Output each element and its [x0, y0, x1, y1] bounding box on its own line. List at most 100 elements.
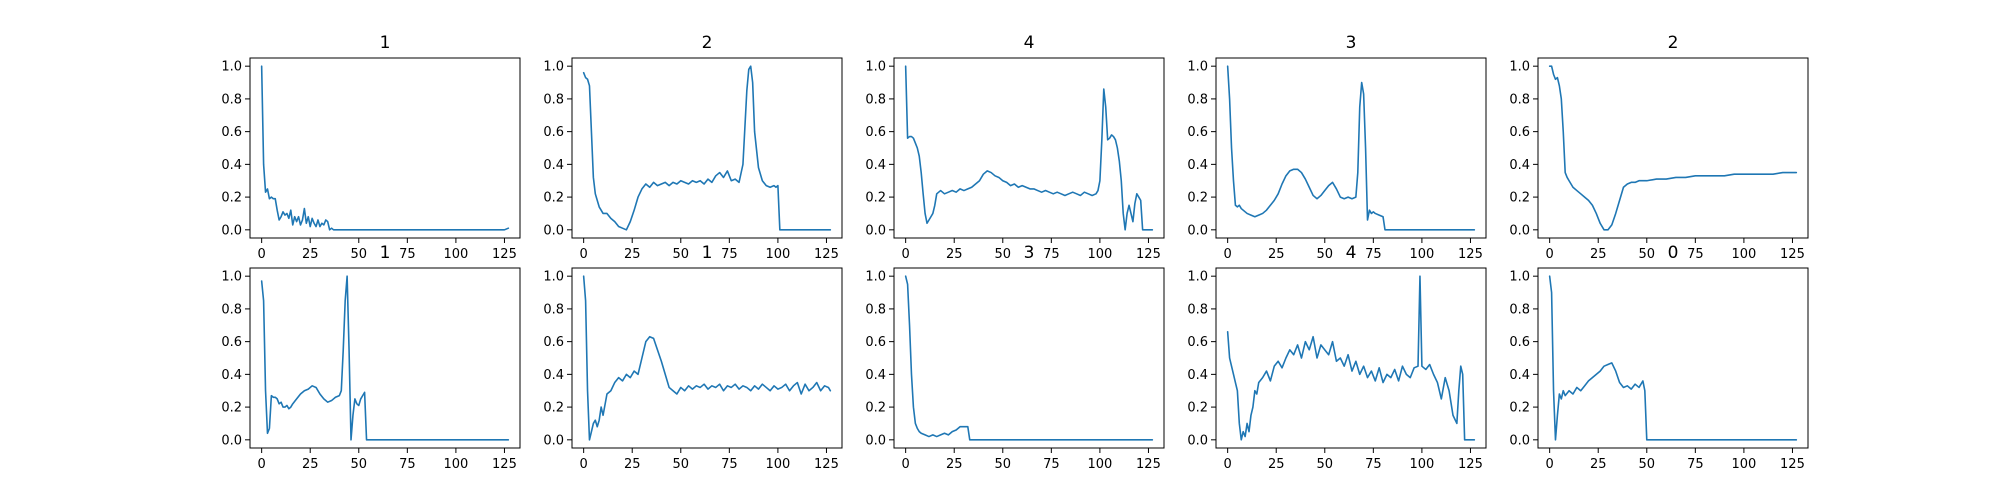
x-tick-label: 25	[302, 457, 319, 472]
y-tick-label: 0.0	[543, 433, 564, 448]
y-tick-label: 0.8	[1509, 92, 1530, 107]
x-tick-label: 75	[1365, 457, 1382, 472]
y-tick-label: 0.4	[543, 158, 564, 173]
x-tick-label: 125	[1458, 457, 1483, 472]
x-tick-label: 75	[1687, 247, 1704, 262]
subplot-title: 1	[380, 33, 391, 53]
x-tick-label: 75	[1365, 247, 1382, 262]
x-tick-label: 125	[492, 247, 517, 262]
y-tick-label: 1.0	[1187, 270, 1208, 285]
y-tick-label: 1.0	[1509, 270, 1530, 285]
subplot-5: 2 0.0 0.2 0.4 0.6 0.8 1.0 0 25 50 75 100 125	[1509, 33, 1809, 262]
x-tick-label: 125	[492, 457, 517, 472]
x-tick-label: 125	[814, 247, 839, 262]
subplot-2: 2 0.0 0.2 0.4 0.6 0.8 1.0 0 25 50 75 100 125	[543, 33, 843, 262]
x-tick-label: 0	[1546, 457, 1554, 472]
y-tick-label: 0.2	[543, 191, 564, 206]
y-tick-label: 0.8	[221, 92, 242, 107]
x-tick-label: 100	[765, 247, 790, 262]
y-tick-label: 0.4	[1509, 368, 1530, 383]
x-tick-label: 50	[673, 457, 690, 472]
x-tick-label: 0	[902, 247, 910, 262]
series-line	[904, 275, 1154, 441]
x-tick-label: 25	[302, 247, 319, 262]
y-tick-label: 0.6	[543, 335, 564, 350]
x-tick-label: 75	[721, 247, 738, 262]
y-tick-label: 0.2	[865, 401, 886, 416]
y-tick-label: 0.0	[221, 433, 242, 448]
y-tick-label: 1.0	[543, 270, 564, 285]
y-tick-label: 0.2	[221, 191, 242, 206]
x-tick-label: 75	[399, 247, 416, 262]
x-tick-label: 50	[673, 247, 690, 262]
y-tick-label: 0.2	[1509, 191, 1530, 206]
axes-frame	[1537, 57, 1809, 239]
x-tick-label: 125	[1780, 247, 1805, 262]
y-tick-label: 0.6	[865, 335, 886, 350]
x-tick-label: 25	[624, 457, 641, 472]
y-tick-label: 1.0	[543, 60, 564, 75]
y-tick-label: 0.2	[865, 191, 886, 206]
axes-frame	[893, 57, 1165, 239]
subplot-9: 4 0.0 0.2 0.4 0.6 0.8 1.0 0 25 50 75 100 125	[1187, 243, 1487, 472]
y-tick-label: 0.2	[1187, 401, 1208, 416]
subplot-grid: 1 0.0 0.2 0.4 0.6 0.8 1.0 0 25 50 75 100 125 2 0.0 0.2 0…	[221, 33, 1809, 472]
x-tick-label: 25	[1268, 247, 1285, 262]
x-tick-label: 100	[1731, 247, 1756, 262]
x-tick-label: 100	[765, 457, 790, 472]
y-tick-label: 0.6	[1187, 335, 1208, 350]
y-tick-label: 0.8	[1187, 302, 1208, 317]
y-tick-label: 1.0	[865, 270, 886, 285]
x-tick-label: 75	[399, 457, 416, 472]
y-tick-label: 0.8	[543, 92, 564, 107]
series-line	[260, 65, 510, 231]
x-tick-label: 50	[1317, 247, 1334, 262]
y-tick-label: 0.2	[543, 401, 564, 416]
x-tick-label: 25	[946, 457, 963, 472]
y-tick-label: 0.4	[1187, 158, 1208, 173]
x-tick-label: 100	[1087, 457, 1112, 472]
x-tick-label: 100	[443, 247, 468, 262]
y-tick-label: 0.8	[221, 302, 242, 317]
subplot-8: 3 0.0 0.2 0.4 0.6 0.8 1.0 0 25 50 75 100 125	[865, 243, 1165, 472]
x-tick-label: 75	[1043, 457, 1060, 472]
x-tick-label: 125	[1136, 247, 1161, 262]
y-tick-label: 0.8	[1187, 92, 1208, 107]
subplot-title: 4	[1346, 243, 1357, 263]
x-tick-label: 0	[258, 247, 266, 262]
subplot-6: 1 0.0 0.2 0.4 0.6 0.8 1.0 0 25 50 75 100 125	[221, 243, 521, 472]
axes-frame	[1215, 57, 1487, 239]
y-tick-label: 0.0	[1509, 433, 1530, 448]
x-tick-label: 50	[1639, 457, 1656, 472]
subplot-title: 3	[1024, 243, 1035, 263]
x-tick-label: 125	[1458, 247, 1483, 262]
y-tick-label: 0.4	[1187, 368, 1208, 383]
x-tick-label: 50	[1317, 457, 1334, 472]
y-tick-label: 0.4	[865, 158, 886, 173]
axes-frame	[893, 267, 1165, 449]
series-line	[1226, 65, 1476, 231]
y-tick-label: 0.0	[1187, 433, 1208, 448]
y-tick-label: 0.0	[1509, 223, 1530, 238]
subplot-title: 2	[702, 33, 713, 53]
x-tick-label: 50	[995, 457, 1012, 472]
y-tick-label: 0.8	[865, 302, 886, 317]
y-tick-label: 0.8	[865, 92, 886, 107]
x-tick-label: 50	[351, 247, 368, 262]
y-tick-label: 0.2	[1509, 401, 1530, 416]
x-tick-label: 25	[1590, 247, 1607, 262]
y-tick-label: 1.0	[1187, 60, 1208, 75]
x-tick-label: 0	[902, 457, 910, 472]
y-tick-label: 1.0	[221, 270, 242, 285]
y-tick-label: 0.2	[221, 401, 242, 416]
axes-frame	[249, 57, 521, 239]
subplot-title: 2	[1668, 33, 1679, 53]
y-tick-label: 1.0	[1509, 60, 1530, 75]
x-tick-label: 100	[443, 457, 468, 472]
y-tick-label: 0.4	[221, 158, 242, 173]
series-line	[582, 65, 832, 231]
y-tick-label: 0.6	[1509, 125, 1530, 140]
x-tick-label: 75	[721, 457, 738, 472]
